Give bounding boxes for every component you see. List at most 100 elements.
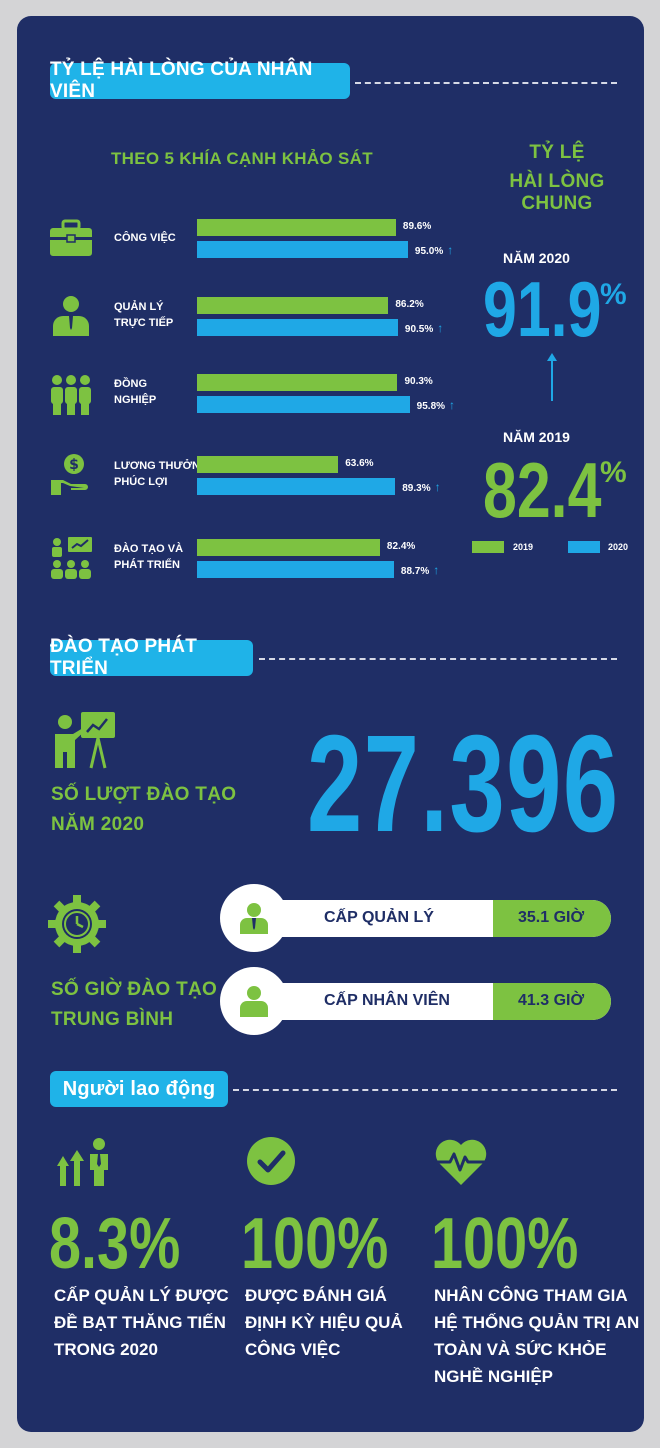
caption-line: CẤP QUẢN LÝ ĐƯỢC	[54, 1286, 229, 1305]
heart-pulse-icon	[435, 1139, 487, 1185]
hours-label-line2: TRUNG BÌNH	[51, 1009, 174, 1030]
arrow-up-icon: ↑	[447, 243, 454, 257]
value-text: 95.8%	[416, 401, 446, 412]
hours-label-line1: SỐ GIỜ ĐÀO TẠO	[51, 979, 218, 1000]
svg-text:$: $	[69, 457, 79, 473]
bar-value-label-2019: 86.2%	[395, 299, 424, 310]
category-label: QUẢN LÝ TRỰC TIẾP	[114, 301, 174, 329]
staff-avatar	[220, 967, 288, 1035]
salary-icon: $	[48, 452, 94, 501]
staff-hours-row: CẤP NHÂN VIÊN 41.3 GIỜ	[260, 983, 611, 1020]
bar-2019	[197, 456, 339, 473]
manager-hours-row: CẤP QUẢN LÝ 35.1 GIỜ	[260, 900, 611, 937]
caption-line: HỆ THỐNG QUẢN TRỊ AN	[434, 1313, 640, 1332]
bar-value-label-2019: 89.6%	[402, 221, 432, 232]
bar-2020	[197, 561, 394, 578]
manager-hours-value: 35.1 GIỜ	[518, 909, 585, 926]
value-text: 89.3%	[402, 483, 431, 494]
value-text: 88.7%	[400, 566, 430, 577]
caption-line: ĐƯỢC ĐÁNH GIÁ	[245, 1286, 387, 1305]
section-title-training: ĐÀO TẠO PHÁT TRIỂN	[50, 636, 253, 679]
training-icon	[48, 536, 94, 585]
bar-2020	[197, 396, 410, 413]
overall-title-line1: TỶ LỆ	[529, 142, 585, 163]
clock-gear-icon	[48, 895, 106, 953]
increase-arrow-icon	[551, 357, 553, 401]
value-text: 95.0%	[414, 246, 444, 257]
bar-2019	[197, 539, 380, 556]
year-2019-label: NĂM 2019	[503, 429, 570, 445]
bar-value-label-2020: 95.8% ↑	[417, 398, 455, 412]
bar-value-label-2020: 90.5% ↑	[405, 321, 443, 335]
bar-2020	[197, 241, 408, 258]
caption-line: TRONG 2020	[54, 1340, 158, 1359]
stat2-value: 100%	[241, 1204, 389, 1284]
stat1-caption: CẤP QUẢN LÝ ĐƯỢC ĐỀ BẠT THĂNG TIẾN TRONG 2…	[54, 1282, 229, 1363]
bar-2019	[197, 297, 389, 314]
satisfaction-bar-chart: CÔNG VIỆC 89.6% 95.0% ↑ QUẢN LÝ TRỰC TIẾP 86.2…	[17, 16, 477, 596]
legend-label-2019: 2019	[513, 542, 534, 552]
bar-value-label-2019: 90.3%	[404, 376, 433, 387]
overall-2019-percent: %	[600, 456, 627, 489]
check-circle-icon	[247, 1137, 295, 1185]
bar-value-label-2019: 82.4%	[386, 541, 416, 552]
section-title-satisfaction: TỶ LỆ HÀI LÒNG CỦA NHÂN VIÊN	[50, 59, 350, 102]
overall-2019-value: 82.4	[483, 446, 602, 534]
legend-label-2020: 2020	[608, 542, 629, 552]
manager-hours-label: CẤP QUẢN LÝ	[324, 909, 434, 926]
stat3-caption: NHÂN CÔNG THAM GIA HỆ THỐNG QUẢN TRỊ AN TO…	[434, 1282, 639, 1390]
bar-2020	[197, 319, 398, 336]
increase-arrow-head	[547, 353, 557, 361]
sessions-value: 27.396	[307, 707, 620, 861]
manager-person-icon	[240, 903, 268, 934]
stat2-caption: ĐƯỢC ĐÁNH GIÁ ĐỊNH KỲ HIỆU QUẢ CÔNG VIỆC	[245, 1282, 403, 1363]
staff-hours-value: 41.3 GIỜ	[518, 992, 585, 1009]
category-label: ĐỒNG NGHIỆP	[114, 378, 157, 406]
caption-line: ĐỊNH KỲ HIỆU QUẢ	[245, 1313, 403, 1332]
sessions-label-line1: SỐ LƯỢT ĐÀO TẠO	[51, 784, 237, 805]
promotion-icon	[57, 1138, 108, 1186]
overall-title-line2: HÀI LÒNG CHUNG	[509, 171, 605, 214]
staff-hours-label: CẤP NHÂN VIÊN	[324, 992, 450, 1009]
arrow-up-icon: ↑	[433, 563, 440, 577]
section-divider	[233, 1089, 617, 1091]
legend-swatch-2019	[472, 541, 504, 553]
overall-2020-percent: %	[600, 278, 627, 311]
section-divider	[259, 658, 617, 660]
section-title-workforce: Người lao động	[50, 1071, 228, 1107]
category-label: ĐÀO TẠO VÀ PHÁT TRIỂN	[114, 543, 184, 571]
stat1-value: 8.3%	[49, 1204, 181, 1284]
briefcase-icon	[48, 219, 94, 264]
category-label: LƯƠNG THƯỞNG, PHÚC LỢI	[114, 460, 212, 488]
caption-line: TOÀN VÀ SỨC KHỎE	[434, 1340, 607, 1359]
caption-line: NHÂN CÔNG THAM GIA	[434, 1286, 628, 1305]
staff-person-icon	[240, 986, 268, 1017]
infographic-panel: TỶ LỆ HÀI LÒNG CỦA NHÂN VIÊN THEO 5 KHÍA…	[17, 16, 644, 1432]
bar-value-label-2020: 89.3% ↑	[402, 480, 440, 494]
stat3-value: 100%	[431, 1204, 579, 1284]
overall-2020-value: 91.9	[483, 265, 602, 353]
manager-avatar	[220, 884, 288, 952]
caption-line: ĐỀ BẠT THĂNG TIẾN	[54, 1313, 226, 1332]
caption-line: NGHỀ NGHIỆP	[434, 1367, 554, 1386]
year-2020-label: NĂM 2020	[503, 250, 570, 266]
legend-swatch-2020	[568, 541, 600, 553]
bar-2019	[197, 374, 398, 391]
value-text: 90.5%	[404, 324, 434, 335]
bar-value-label-2020: 88.7% ↑	[401, 563, 439, 577]
bar-2019	[197, 219, 396, 236]
sessions-label-line2: NĂM 2020	[51, 814, 145, 835]
caption-line: CÔNG VIỆC	[245, 1340, 341, 1359]
section-divider	[355, 82, 617, 84]
presentation-icon	[55, 712, 115, 769]
arrow-up-icon: ↑	[449, 398, 456, 412]
team-icon	[48, 372, 94, 421]
chart-subtitle: THEO 5 KHÍA CẠNH KHẢO SÁT	[111, 149, 373, 168]
manager-icon	[48, 294, 94, 343]
staff-hours-value-box	[493, 983, 611, 1020]
manager-hours-value-box	[493, 900, 611, 937]
arrow-up-icon: ↑	[434, 480, 441, 494]
category-label: CÔNG VIỆC	[114, 232, 176, 244]
bar-2020	[197, 478, 396, 495]
arrow-up-icon: ↑	[437, 321, 444, 335]
